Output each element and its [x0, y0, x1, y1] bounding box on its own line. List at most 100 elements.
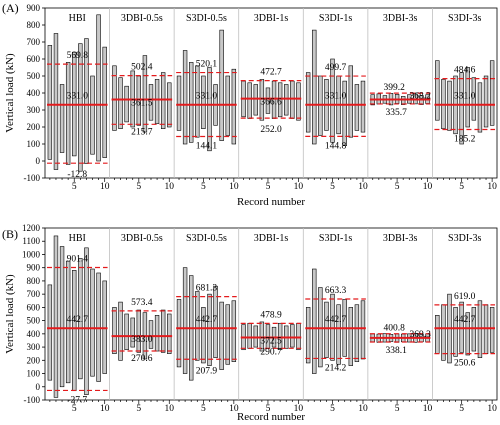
x-tick-label: 10 [487, 404, 497, 414]
mean-value-label: 372.5 [260, 336, 282, 346]
x-tick-label: 5 [395, 404, 400, 414]
range-bar [65, 62, 71, 165]
range-bar [84, 247, 89, 396]
group-title: HBI [69, 13, 86, 24]
x-tick-label: 5 [72, 182, 77, 192]
range-bar [160, 309, 166, 353]
range-bar [483, 75, 489, 128]
y-tick-label: 1200 [22, 223, 41, 233]
y-tick-label: 800 [27, 20, 41, 30]
lower-value-label: 214.2 [325, 363, 347, 373]
mean-value-label: 383.0 [131, 335, 153, 345]
lower-value-label: -12.8 [67, 170, 87, 180]
y-tick-label: 1100 [22, 236, 40, 246]
upper-value-label: 399.2 [383, 83, 405, 93]
range-bar [78, 258, 83, 380]
panel-tag: (A) [2, 1, 19, 15]
mean-value-label: 361.5 [131, 99, 153, 109]
x-tick-label: 10 [229, 404, 239, 414]
y-tick-label: 0 [36, 156, 41, 166]
x-tick-label: 5 [201, 404, 206, 414]
x-tick-label: 10 [423, 182, 433, 192]
range-bar [72, 270, 77, 392]
group-s3di-3s: S3DI-3s 619.0 442.7 250.6 5 10 [432, 228, 497, 414]
x-tick-label: 10 [229, 182, 239, 192]
range-bar [277, 82, 283, 118]
mean-value-label: 442.7 [325, 315, 347, 325]
range-bar [225, 75, 230, 136]
range-bar [176, 75, 182, 131]
range-bar [354, 84, 360, 131]
x-tick-label: 10 [165, 404, 175, 414]
upper-value-label: 681.3 [196, 284, 218, 294]
upper-value-label: 619.0 [454, 292, 476, 302]
x-tick-label: 10 [358, 404, 368, 414]
upper-value-label: 663.3 [325, 286, 347, 296]
y-tick-label: 900 [27, 3, 41, 13]
y-axis-label: Vertical load (kN) [4, 274, 16, 354]
range-bar [148, 320, 154, 349]
range-bar [489, 307, 495, 353]
group-s3di-3s: S3DI-3s 484.6 331.0 185.2 5 10 [432, 8, 497, 192]
range-bar [435, 60, 440, 121]
range-bar [441, 304, 446, 361]
x-tick-label: 10 [294, 182, 304, 192]
range-bar [112, 307, 117, 354]
group-hbi: HBI 901.4 442.7 -27.75 10 [47, 233, 110, 414]
range-bar [47, 284, 53, 381]
group-title: S3DI-3s [448, 233, 481, 244]
lower-value-label: 270.6 [131, 354, 153, 364]
range-bar [84, 38, 89, 164]
y-tick-label: 900 [27, 263, 41, 273]
range-bar [78, 43, 83, 172]
range-bar [53, 235, 59, 398]
range-bar [96, 14, 101, 162]
range-bar [477, 300, 483, 358]
group-title: 3DBI-0.5s [121, 233, 163, 244]
y-tick-label: 700 [27, 289, 41, 299]
y-tick-label: 800 [27, 276, 41, 286]
x-tick-label: 5 [330, 182, 335, 192]
range-bar [247, 82, 252, 119]
range-bar [330, 58, 335, 143]
range-bar [201, 307, 206, 364]
x-tick-label: 10 [294, 404, 304, 414]
y-tick-label: 100 [27, 369, 41, 379]
range-bar [259, 79, 265, 121]
group-title: 3DBI-3s [383, 233, 418, 244]
mean-value-label: 331.0 [196, 92, 218, 102]
x-tick-label: 5 [201, 182, 206, 192]
group-3dbi-0-5s: 3DBI-0.5s 573.4 383.0 270.6 5 10 [109, 228, 175, 414]
x-tick-label: 10 [100, 182, 110, 192]
mean-value-label: 331.0 [454, 92, 476, 102]
mean-value-label: 442.7 [454, 315, 476, 325]
lower-value-label: 252.0 [260, 125, 282, 135]
mean-value-label: 442.7 [67, 315, 89, 325]
range-bar [465, 312, 470, 356]
group-s3di-0-5s: S3DI-0.5s 520.1 331.0 144.1 5 10 [173, 8, 239, 192]
group-title: 3DBI-1s [254, 13, 289, 24]
group-hbi: HBI 569.8 331.0 -12.8 5 10 [47, 13, 110, 192]
mean-value-label: 442.7 [196, 315, 218, 325]
range-bar [195, 65, 200, 138]
range-bar [324, 301, 329, 358]
range-bar [401, 96, 406, 105]
range-bar [189, 62, 194, 143]
range-bar [182, 50, 188, 145]
group-title: 3DBI-1s [254, 233, 289, 244]
lower-value-label: 144.8 [325, 141, 347, 151]
upper-value-label: 472.7 [260, 68, 282, 78]
x-tick-label: 5 [330, 404, 335, 414]
range-bar [65, 260, 71, 384]
y-tick-label: 300 [27, 342, 41, 352]
group-title: S3DI-0.5s [186, 13, 227, 24]
x-tick-label: 5 [136, 404, 141, 414]
range-bar [90, 75, 95, 155]
group-title: S3DI-1s [319, 233, 352, 244]
x-tick-label: 10 [358, 182, 368, 192]
range-bar [195, 291, 200, 361]
range-bar [465, 67, 470, 128]
range-bar [489, 60, 495, 126]
